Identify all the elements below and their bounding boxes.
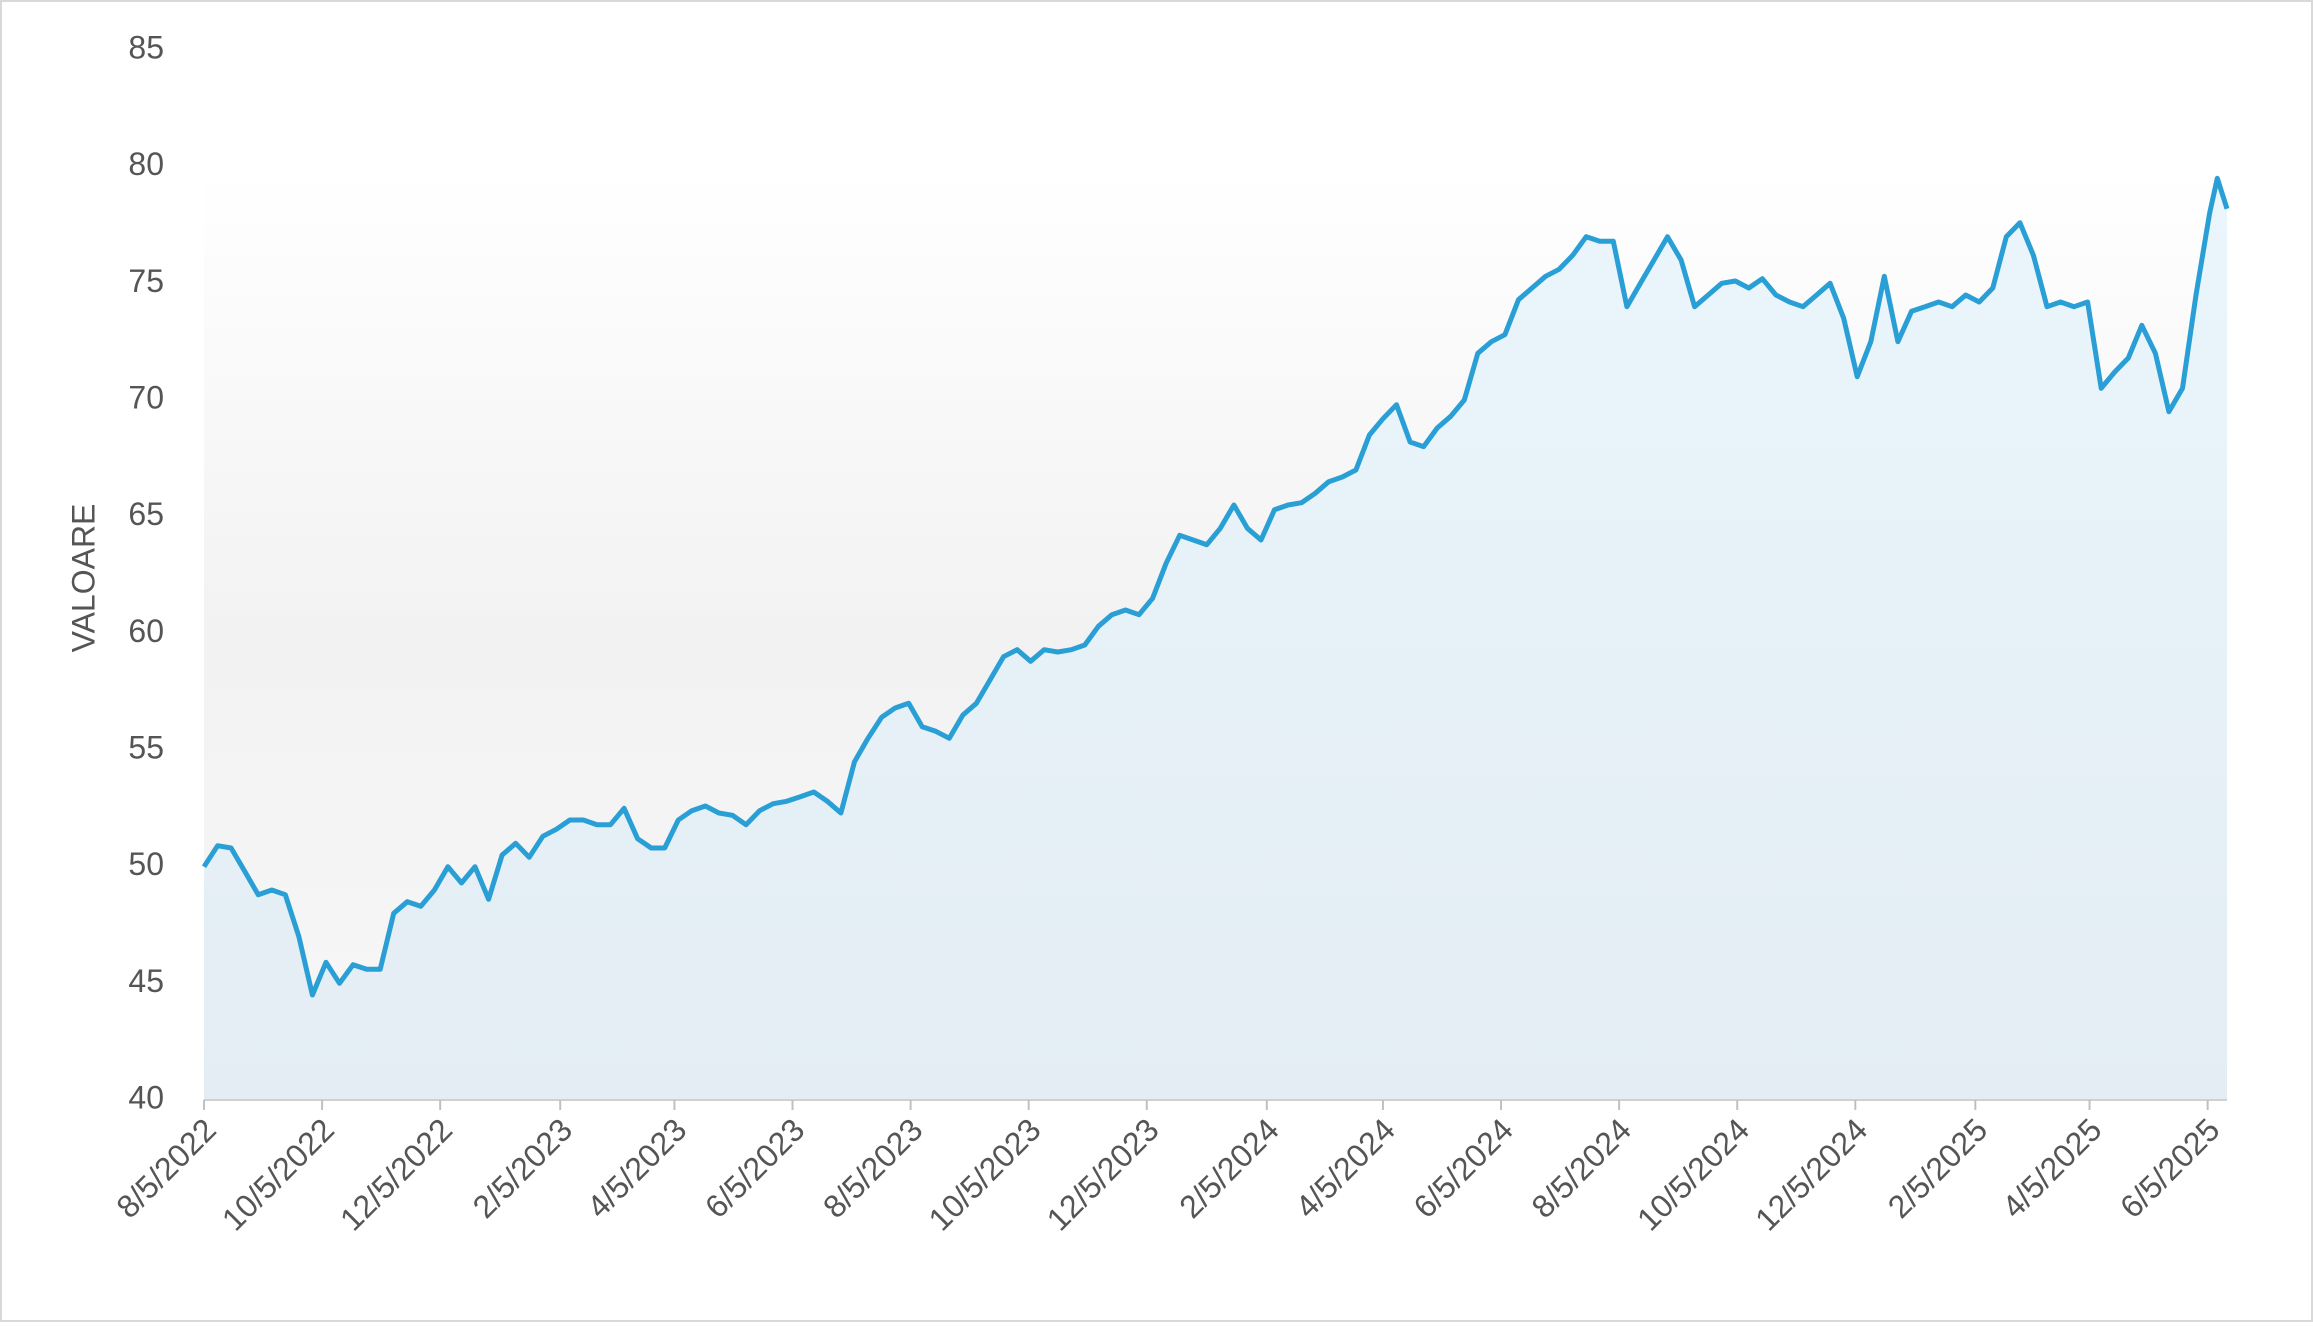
y-tick-label: 55	[128, 729, 164, 765]
y-tick-label: 70	[128, 379, 164, 415]
x-tick-label: 2/5/2023	[466, 1111, 580, 1225]
y-tick-label: 85	[128, 29, 164, 65]
y-tick-label: 80	[128, 146, 164, 182]
x-tick-label: 4/5/2024	[1288, 1111, 1402, 1225]
y-tick-label: 50	[128, 846, 164, 882]
x-tick-label: 2/5/2024	[1172, 1111, 1286, 1225]
x-tick-label: 12/5/2022	[333, 1111, 459, 1237]
x-tick-label: 6/5/2025	[2113, 1111, 2227, 1225]
y-tick-label: 60	[128, 613, 164, 649]
x-tick-label: 4/5/2025	[1995, 1111, 2109, 1225]
x-tick-label: 4/5/2023	[580, 1111, 694, 1225]
x-tick-label: 12/5/2024	[1748, 1111, 1874, 1237]
x-tick-label: 12/5/2023	[1040, 1111, 1166, 1237]
y-tick-label: 75	[128, 263, 164, 299]
x-tick-label: 6/5/2024	[1406, 1111, 1520, 1225]
y-tick-label: 45	[128, 963, 164, 999]
x-tick-label: 10/5/2022	[215, 1111, 341, 1237]
x-tick-label: 10/5/2024	[1630, 1111, 1756, 1237]
area	[204, 178, 2227, 1101]
y-tick-label: 40	[128, 1079, 164, 1115]
x-tick-label: 10/5/2023	[921, 1111, 1047, 1237]
y-axis-label: VALOARE	[65, 504, 101, 653]
x-tick-label: 2/5/2025	[1881, 1111, 1995, 1225]
line	[201, 175, 2230, 998]
x-tick-label: 8/5/2023	[816, 1111, 930, 1225]
x-tick-label: 6/5/2023	[698, 1111, 812, 1225]
x-tick-label: 8/5/2022	[109, 1111, 223, 1225]
y-tick-label: 65	[128, 496, 164, 532]
x-tick-label: 8/5/2024	[1525, 1111, 1639, 1225]
